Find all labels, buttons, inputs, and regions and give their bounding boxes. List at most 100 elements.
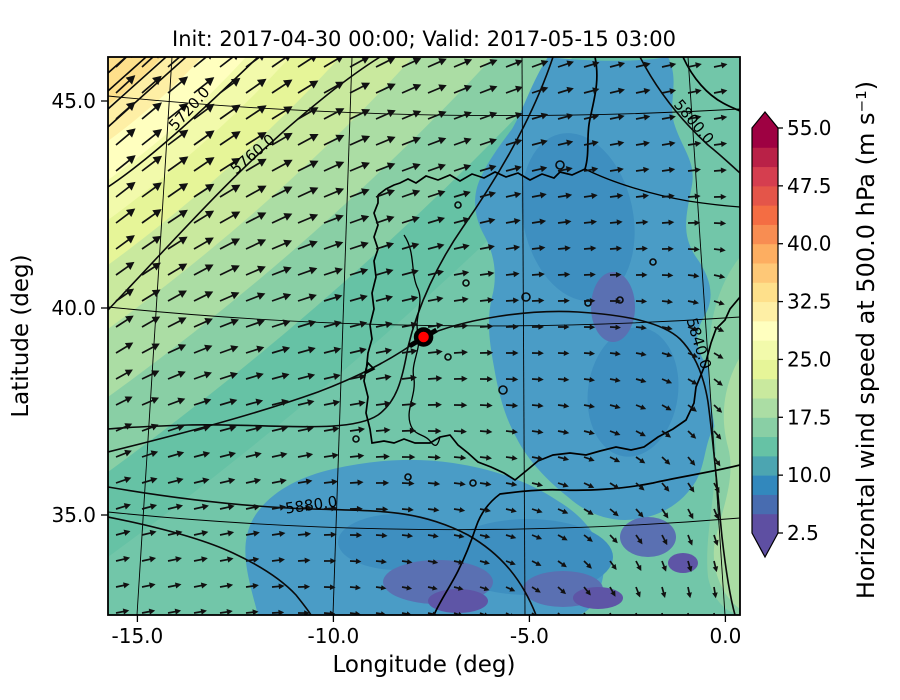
wind-arrow-head bbox=[334, 240, 344, 249]
wind-arrow-head bbox=[259, 57, 264, 61]
wind-arrow-head bbox=[309, 133, 319, 142]
wind-arrow-head bbox=[410, 348, 418, 355]
wind-arrow-head bbox=[280, 451, 288, 459]
wind-arrow-head bbox=[282, 79, 293, 88]
wind-arrow-head bbox=[204, 237, 214, 246]
contour-5800-east bbox=[639, 57, 740, 174]
colorbar-band bbox=[752, 436, 778, 457]
contour-5720 bbox=[108, 57, 259, 188]
wind-arrow-head bbox=[411, 215, 420, 224]
wind-arrow-head bbox=[717, 353, 724, 359]
wind-arrow-head bbox=[231, 131, 241, 140]
colorbar: 55.0 47.5 40.0 32.5 25.0 17.5 10.0 2.5 bbox=[751, 111, 832, 559]
wind-arrow-head bbox=[539, 218, 547, 225]
wind-arrow-head bbox=[666, 378, 673, 384]
wind-arrow-head bbox=[587, 509, 594, 515]
marker-dot bbox=[413, 327, 434, 347]
wind-arrow-head bbox=[124, 449, 132, 457]
field-highspeed-bands bbox=[108, 57, 668, 557]
wind-arrow-head bbox=[489, 111, 498, 119]
wind-arrow-head bbox=[487, 297, 494, 304]
wind-arrow-head bbox=[203, 424, 211, 432]
wind-arrow-head bbox=[384, 347, 393, 355]
wind-arrow-head bbox=[513, 218, 521, 225]
wind-arrow-head bbox=[284, 57, 291, 62]
wind-arrow-head bbox=[358, 426, 365, 434]
wind-arrow-head bbox=[329, 584, 336, 590]
wind-arrow-head bbox=[412, 136, 421, 144]
wind-arrow-head bbox=[669, 140, 676, 147]
wind-arrow-head bbox=[438, 58, 447, 66]
wind-arrow-head bbox=[536, 508, 543, 514]
wind-arrow-head bbox=[384, 427, 391, 434]
colorbar-band bbox=[752, 205, 778, 225]
wind-arrows bbox=[115, 57, 728, 624]
x-tick-label: -15.0 bbox=[112, 624, 164, 648]
wind-arrow-head bbox=[484, 533, 491, 539]
wind-arrow-head bbox=[719, 273, 726, 280]
wind-arrow-head bbox=[615, 324, 621, 331]
wind-arrow-head bbox=[715, 460, 721, 467]
wind-arrow-head bbox=[514, 112, 523, 119]
contour-hatch bbox=[108, 57, 147, 92]
axes-frame bbox=[107, 56, 741, 616]
wind-arrow-shaft bbox=[219, 57, 235, 68]
wind-arrow-head bbox=[385, 268, 394, 276]
colorbar-band bbox=[752, 513, 778, 534]
wind-arrow-head bbox=[383, 453, 390, 460]
wind-arrow-head bbox=[617, 166, 624, 173]
wind-arrow-head bbox=[204, 77, 215, 87]
colorbar-tick-label: 40.0 bbox=[787, 232, 832, 256]
wind-arrow-head bbox=[585, 589, 591, 596]
wind-arrow-head bbox=[667, 298, 674, 305]
wind-arrow-head bbox=[489, 138, 497, 145]
wind-arrow-head bbox=[668, 246, 674, 252]
wind-arrow-head bbox=[643, 88, 651, 95]
wind-arrow-head bbox=[617, 61, 626, 68]
wind-arrow-head bbox=[540, 139, 548, 146]
wind-arrow-head bbox=[719, 246, 726, 253]
wind-arrow-head bbox=[358, 400, 366, 407]
wind-arrow-head bbox=[458, 559, 464, 565]
wind-arrow-head bbox=[149, 503, 158, 510]
wind-arrow-head bbox=[282, 346, 291, 354]
wind-arrow-head bbox=[309, 213, 319, 222]
wind-arrow-head bbox=[540, 112, 549, 120]
wind-arrow-head bbox=[686, 618, 692, 624]
wind-arrow-head bbox=[412, 57, 422, 65]
wind-arrow-head bbox=[540, 59, 549, 67]
wind-arrow-head bbox=[125, 315, 134, 324]
wind-arrow-head bbox=[511, 481, 518, 487]
wind-arrow-head bbox=[537, 481, 544, 488]
contour-closed-loop bbox=[498, 385, 508, 395]
wind-arrow-head bbox=[283, 213, 293, 221]
wind-arrow-head bbox=[566, 86, 574, 94]
wind-arrow-head bbox=[148, 608, 156, 615]
wind-arrow-head bbox=[335, 134, 345, 143]
wind-arrow-head bbox=[438, 137, 447, 145]
colorbar-band bbox=[752, 494, 778, 515]
wind-arrow-head bbox=[256, 319, 265, 327]
wind-arrow-head bbox=[564, 297, 570, 304]
wind-arrow-head bbox=[252, 583, 259, 589]
wind-arrow-head bbox=[463, 190, 471, 198]
wind-arrow-head bbox=[692, 352, 699, 358]
wind-arrow-head bbox=[283, 106, 293, 115]
wind-arrow-head bbox=[538, 324, 545, 330]
colorbar-band bbox=[752, 128, 778, 148]
wind-arrow-head bbox=[694, 246, 700, 253]
wind-arrow-head bbox=[359, 294, 368, 302]
wind-arrow-head bbox=[437, 216, 446, 224]
wind-arrow-head bbox=[386, 188, 395, 197]
wind-arrow-head bbox=[202, 451, 211, 458]
colorbar-band bbox=[752, 301, 778, 322]
wind-arrow-head bbox=[309, 187, 319, 195]
wind-arrow-head bbox=[695, 88, 702, 95]
wind-arrow-head bbox=[435, 401, 442, 408]
wind-arrow-head bbox=[488, 191, 497, 198]
colorbar-band bbox=[752, 417, 778, 438]
wind-arrow-head bbox=[230, 318, 239, 326]
wind-arrow-head bbox=[177, 397, 186, 405]
colorbar-label: Horizontal wind speed at 500.0 hPa (m s⁻… bbox=[852, 81, 880, 599]
